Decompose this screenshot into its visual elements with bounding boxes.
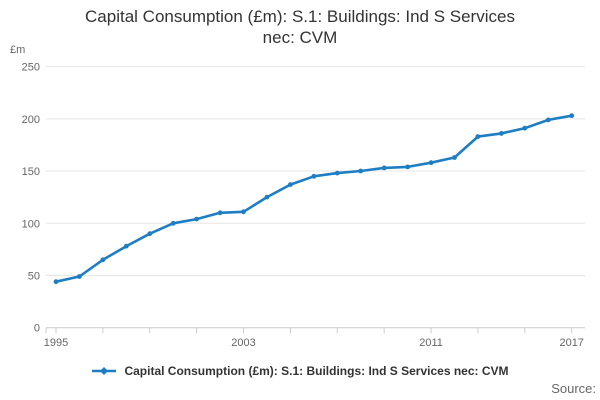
- data-point-marker[interactable]: [123, 243, 129, 249]
- data-point-marker[interactable]: [381, 165, 387, 171]
- data-point-marker[interactable]: [452, 155, 457, 160]
- y-axis-unit-label: £m: [10, 44, 26, 56]
- data-point-marker[interactable]: [569, 113, 575, 119]
- data-point-marker[interactable]: [522, 125, 528, 131]
- data-point-marker[interactable]: [499, 131, 504, 136]
- chart-title-line-1: Capital Consumption (£m): S.1: Buildings…: [85, 7, 515, 26]
- data-point-marker[interactable]: [334, 170, 340, 176]
- x-tick-label: 2003: [231, 337, 255, 349]
- data-point-marker[interactable]: [194, 216, 200, 222]
- y-tick-label: 150: [22, 166, 40, 178]
- data-point-marker[interactable]: [147, 231, 153, 237]
- data-point-marker[interactable]: [475, 134, 481, 140]
- data-point-marker[interactable]: [428, 160, 434, 166]
- data-point-marker[interactable]: [241, 209, 246, 215]
- data-point-marker[interactable]: [170, 220, 176, 226]
- x-tick-label: 2011: [419, 337, 443, 349]
- data-point-marker[interactable]: [53, 279, 59, 285]
- data-point-marker[interactable]: [405, 164, 410, 170]
- chart-title: Capital Consumption (£m): S.1: Buildings…: [0, 6, 600, 48]
- legend-line-marker-icon: [92, 367, 117, 375]
- y-tick-label: 100: [22, 218, 40, 230]
- y-tick-label: 250: [22, 62, 40, 74]
- data-point-marker[interactable]: [77, 274, 82, 279]
- data-point-marker[interactable]: [264, 194, 270, 200]
- chart-title-line-2: nec: CVM: [262, 28, 338, 47]
- data-point-marker[interactable]: [288, 182, 293, 188]
- y-tick-label: 0: [34, 323, 40, 335]
- x-tick-label: 1995: [44, 337, 68, 349]
- legend-item[interactable]: Capital Consumption (£m): S.1: Buildings…: [0, 362, 600, 380]
- data-point-marker[interactable]: [311, 173, 317, 179]
- source-label: Source:: [551, 381, 596, 396]
- data-point-marker[interactable]: [358, 168, 364, 174]
- data-point-marker[interactable]: [217, 210, 223, 216]
- legend-label: Capital Consumption (£m): S.1: Buildings…: [124, 364, 509, 378]
- y-tick-label: 50: [28, 270, 40, 282]
- series-line[interactable]: [54, 114, 574, 284]
- data-point-marker[interactable]: [545, 117, 551, 123]
- data-point-marker[interactable]: [100, 257, 106, 263]
- y-tick-label: 200: [22, 114, 40, 126]
- x-tick-label: 2017: [559, 337, 583, 349]
